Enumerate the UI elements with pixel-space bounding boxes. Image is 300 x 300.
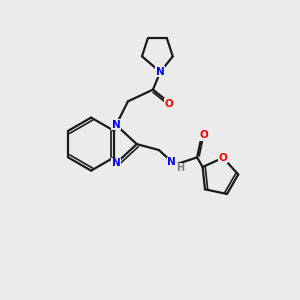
Text: N: N bbox=[112, 158, 121, 168]
Text: N: N bbox=[167, 158, 176, 167]
Text: O: O bbox=[200, 130, 208, 140]
Text: H: H bbox=[176, 163, 184, 173]
Text: O: O bbox=[165, 99, 173, 109]
Text: O: O bbox=[219, 153, 227, 163]
Text: N: N bbox=[156, 67, 165, 77]
Text: N: N bbox=[112, 120, 121, 130]
